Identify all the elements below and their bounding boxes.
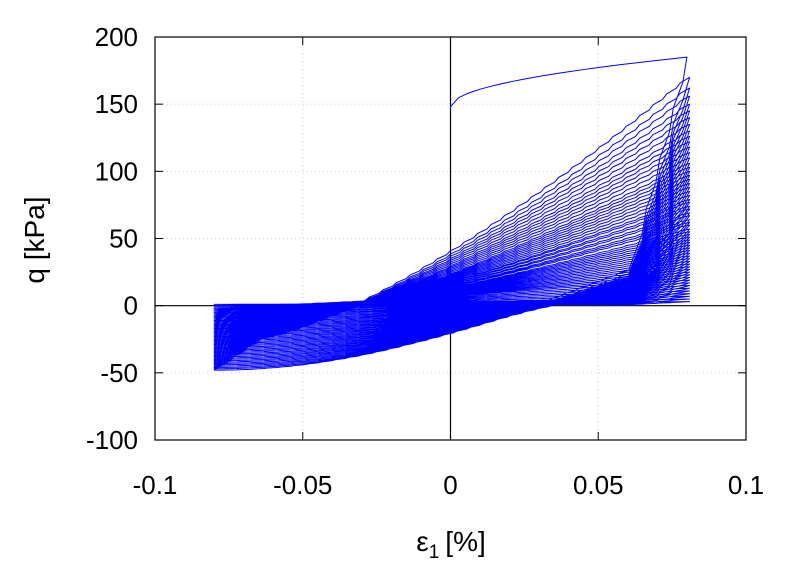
y-tick-label: 200 (95, 22, 138, 52)
x-axis-subscript: 1 (429, 542, 440, 563)
x-tick-label: -0.1 (133, 470, 178, 500)
y-tick-label: -50 (100, 358, 138, 388)
x-axis-symbol: ε (416, 526, 428, 557)
x-tick-label: 0.1 (728, 470, 764, 500)
x-axis-unit: [%] (445, 526, 485, 557)
x-tick-label: 0.05 (573, 470, 624, 500)
q-vs-strain-series-line (213, 56, 691, 371)
x-axis-title: ε1 [%] (416, 526, 486, 563)
y-tick-labels: -100 -50 0 50 100 150 200 (86, 22, 138, 455)
y-tick-label: 100 (95, 156, 138, 186)
y-tick-label: 0 (124, 291, 138, 321)
axis-ticks (154, 36, 747, 441)
x-tick-label: 0 (443, 470, 457, 500)
x-tick-label: -0.05 (273, 470, 332, 500)
y-tick-label: 150 (95, 89, 138, 119)
hysteresis-loops (213, 56, 691, 371)
y-tick-label: -100 (86, 425, 138, 455)
x-tick-labels: -0.1 -0.05 0 0.05 0.1 (133, 470, 764, 500)
y-axis-title: q [kPa] (19, 196, 50, 283)
y-tick-label: 50 (109, 224, 138, 254)
